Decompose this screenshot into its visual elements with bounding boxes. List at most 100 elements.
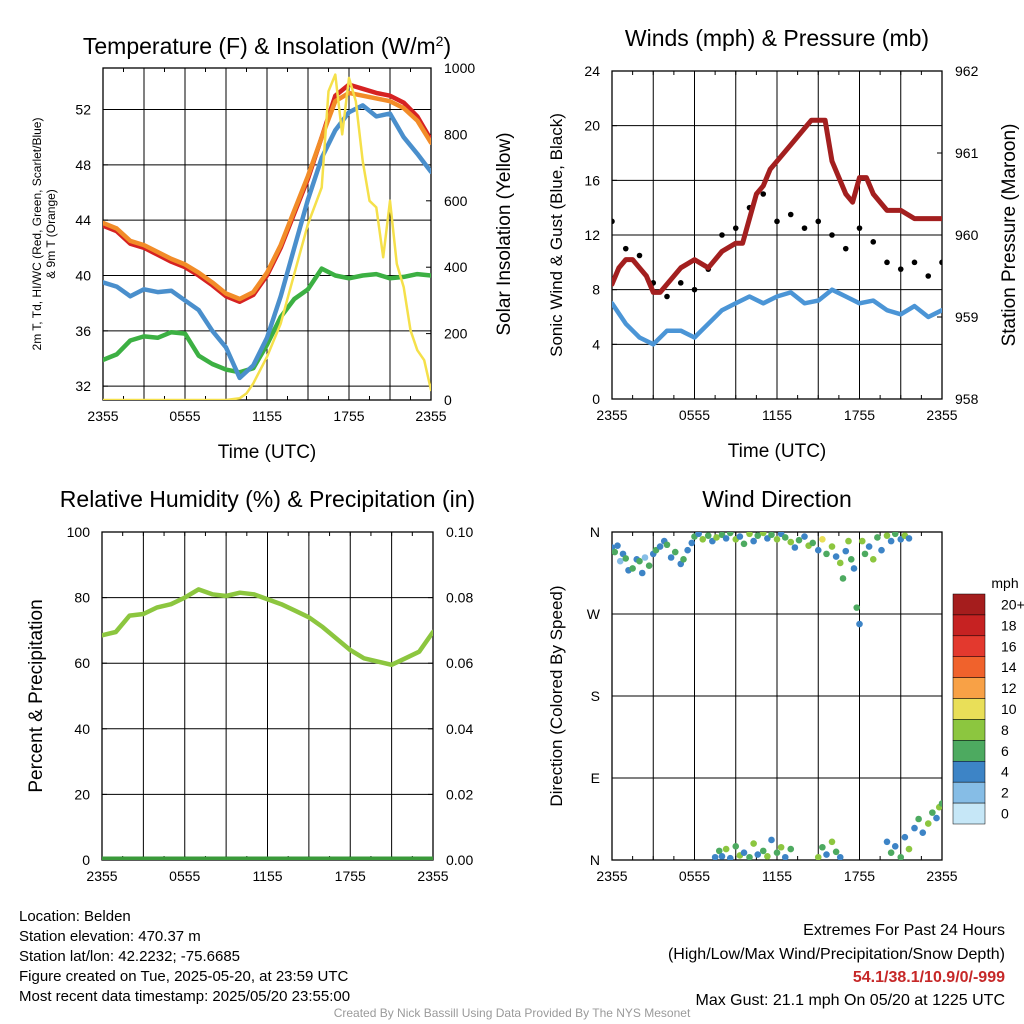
direction-point (750, 537, 757, 545)
gust-point (870, 239, 877, 245)
y2-tick-label: 400 (444, 259, 468, 275)
direction-point (722, 535, 730, 542)
colorbar-cell (952, 593, 986, 616)
direction-point (819, 843, 826, 851)
gust-point (939, 259, 942, 266)
direction-point (614, 542, 621, 549)
direction-point (878, 546, 885, 554)
y2-tick-label: 0.06 (446, 655, 473, 671)
y-axis-label-2: & 9m T (Orange) (44, 189, 58, 279)
direction-point (750, 840, 757, 847)
direction-point (858, 537, 866, 545)
y-tick-label: 16 (584, 172, 600, 188)
direction-point (887, 537, 895, 545)
x-tick-label: 1755 (335, 868, 366, 884)
colorbar-cell (952, 802, 986, 825)
y-tick-label: 8 (592, 282, 600, 298)
direction-point (715, 847, 723, 855)
x-tick-label: 2355 (926, 868, 957, 884)
colorbar-cell (952, 677, 986, 699)
direction-point (612, 548, 619, 556)
direction-point (861, 550, 869, 558)
direction-point (842, 547, 850, 555)
x-tick-label: 1755 (844, 868, 875, 884)
direction-point (622, 555, 630, 562)
y2-tick-label: 800 (444, 126, 468, 142)
y2-axis-label: Solar Insolation (Yellow) (494, 132, 515, 335)
direction-point (768, 532, 775, 539)
direction-point (754, 532, 762, 539)
colorbar: mph 20+ 18 16 14 12 10 8 6 4 2 0 (952, 575, 1024, 825)
direction-point (836, 559, 844, 567)
chart-title-main: Temperature (F) & Insolation (W/m (83, 33, 436, 59)
direction-point (869, 556, 877, 563)
direction-point (874, 534, 881, 541)
direction-point (713, 534, 720, 541)
figure-created: Figure created on Tue, 2025-05-20, at 23… (19, 968, 349, 985)
y-axis-label: Direction (Colored By Speed) (547, 585, 566, 806)
colorbar-label: 10 (1001, 701, 1017, 717)
grid-lines (612, 71, 942, 399)
direction-point (832, 848, 840, 856)
x-axis-label: Time (UTC) (218, 442, 317, 463)
chart-title: Relative Humidity (%) & Precipitation (i… (60, 486, 475, 512)
direction-point (823, 851, 830, 858)
colorbar-label: 0 (1001, 806, 1009, 822)
direction-point (929, 809, 936, 816)
station-info: Location: Belden Station elevation: 470.… (19, 907, 350, 1007)
direction-point (671, 548, 679, 556)
direction-point (704, 532, 712, 539)
direction-point (853, 604, 861, 611)
grid-lines (103, 68, 431, 400)
y2-tick-label: 960 (955, 227, 979, 243)
direction-point (781, 534, 789, 541)
colorbar-label: 12 (1001, 680, 1017, 696)
direction-point (740, 540, 748, 548)
y2-tick-label: 0.08 (446, 590, 473, 606)
direction-point (856, 620, 863, 628)
gust-point (884, 259, 890, 266)
x-tick-label: 0555 (169, 408, 200, 424)
direction-point (699, 535, 707, 543)
direction-point (773, 535, 781, 543)
direction-point (828, 838, 836, 846)
gust-point (925, 273, 932, 279)
direction-point (629, 565, 636, 572)
y-axis-label: Sonic Wind & Gust (Blue, Black) (547, 113, 566, 357)
y-tick-label: 12 (584, 227, 600, 243)
direction-point (722, 845, 730, 853)
y-tick-label: E (591, 770, 600, 786)
colorbar-cell (952, 740, 986, 762)
y2-tick-label: 959 (955, 309, 979, 325)
direction-point (933, 814, 940, 822)
direction-point (839, 575, 847, 582)
direction-point (667, 554, 675, 561)
y2-tick-label: 1000 (444, 60, 475, 76)
direction-point (663, 541, 671, 549)
direction-point (809, 539, 817, 547)
direction-point (746, 532, 753, 538)
direction-point (887, 849, 895, 857)
direction-point (656, 543, 664, 550)
chart-title-sup: 2 (436, 33, 444, 49)
direction-point (865, 543, 873, 550)
station-elevation: Station elevation: 470.37 m (19, 928, 201, 945)
y-tick-label: 100 (67, 524, 91, 540)
colorbar-label: 4 (1001, 764, 1009, 780)
direction-point (905, 845, 913, 853)
direction-point (883, 532, 891, 539)
chart-winds: Winds (mph) & Pressure (mb) 2355 0555 1155 1… (547, 25, 1020, 462)
direction-point (919, 829, 927, 836)
x-tick-label: 0555 (169, 868, 200, 884)
gust-point (842, 245, 849, 252)
direction-point (616, 557, 624, 565)
direction-point (832, 553, 840, 560)
series-group (612, 532, 942, 860)
series-solar-insolation (103, 73, 431, 400)
colorbar-label: 20+ (1001, 596, 1024, 612)
colorbar-cell (952, 614, 986, 637)
y-tick-label: 0 (592, 391, 600, 407)
direction-point (787, 845, 795, 853)
